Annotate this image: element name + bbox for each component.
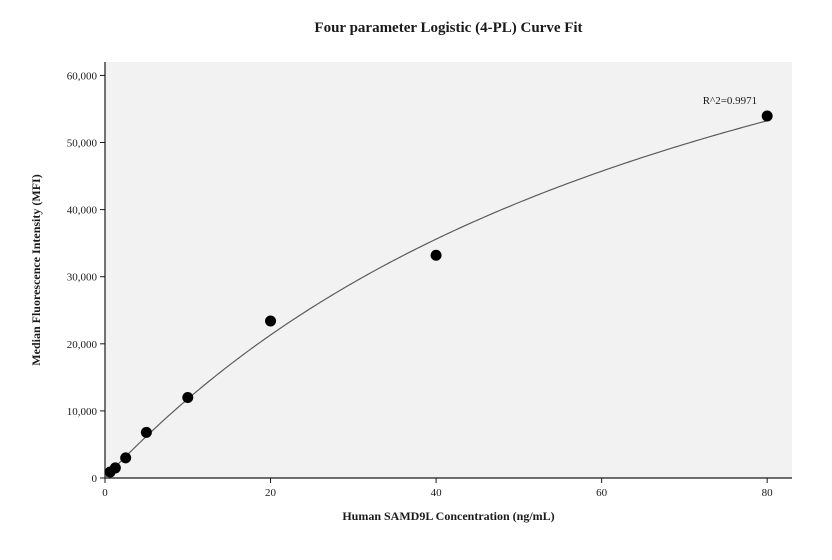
y-tick-label: 0	[92, 473, 98, 485]
data-point	[183, 392, 193, 402]
data-point	[266, 316, 276, 326]
data-point	[121, 453, 131, 463]
data-point	[141, 427, 151, 437]
y-tick-label: 30,000	[67, 272, 98, 284]
y-tick-label: 10,000	[67, 406, 98, 418]
x-tick-label: 60	[596, 487, 608, 499]
curve-fit-chart: Four parameter Logistic (4-PL) Curve Fit…	[0, 0, 832, 560]
chart-container: Four parameter Logistic (4-PL) Curve Fit…	[0, 0, 832, 560]
data-point	[762, 111, 772, 121]
x-tick-label: 20	[265, 487, 277, 499]
y-tick-label: 60,000	[67, 70, 98, 82]
y-tick-label: 20,000	[67, 339, 98, 351]
x-axis-label: Human SAMD9L Concentration (ng/mL)	[342, 509, 554, 523]
x-tick-label: 80	[762, 487, 774, 499]
r-squared-annotation: R^2=0.9971	[703, 95, 757, 107]
x-tick-label: 0	[102, 487, 108, 499]
y-axis-label: Median Fluorescence Intensity (MFI)	[29, 174, 43, 365]
y-tick-label: 40,000	[67, 205, 98, 217]
chart-title: Four parameter Logistic (4-PL) Curve Fit	[314, 20, 582, 36]
data-point	[110, 463, 120, 473]
x-tick-label: 40	[431, 487, 443, 499]
plot-area	[105, 62, 792, 478]
data-point	[431, 250, 441, 260]
y-tick-label: 50,000	[67, 138, 98, 150]
